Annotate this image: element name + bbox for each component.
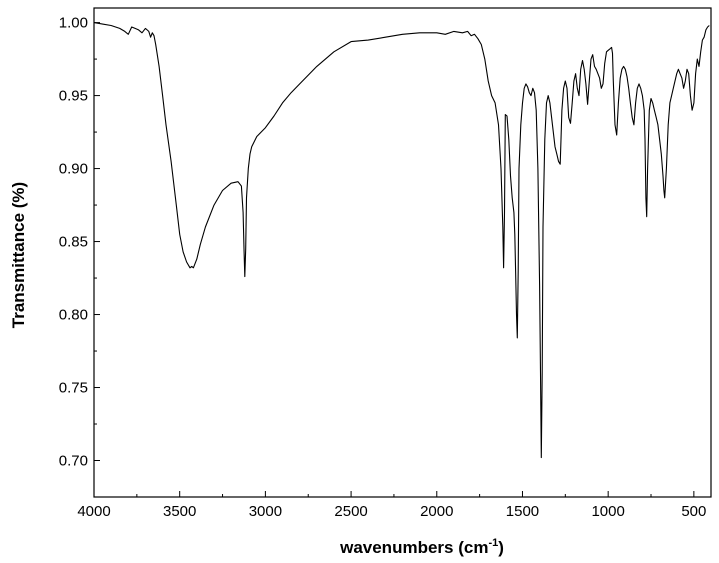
y-tick-label: 0.85: [59, 234, 88, 251]
x-tick-label: 1500: [506, 503, 539, 520]
y-tick-label: 1.00: [59, 15, 88, 32]
y-axis-title: Transmittance (%): [9, 182, 28, 328]
x-tick-label: 3000: [249, 503, 282, 520]
plot-frame: [93, 7, 712, 498]
x-axis-title-superscript: -1: [488, 537, 498, 549]
x-tick-label: 4000: [77, 503, 110, 520]
spectrum-line: [93, 22, 710, 459]
series-group: [93, 22, 710, 459]
x-axis-title: wavenumbers (cm-1): [339, 537, 504, 557]
y-tick-label: 0.75: [59, 380, 88, 397]
y-tick-label: 0.90: [59, 161, 88, 178]
y-axis: 0.70 0.75 0.80 0.85 0.90 0.95 1.00: [59, 15, 100, 498]
x-tick-label: 500: [681, 503, 706, 520]
x-axis: 4000 3500 3000 2500 2000 1500 1000 500: [77, 491, 706, 520]
y-tick-label: 0.80: [59, 307, 88, 324]
x-tick-label: 2500: [334, 503, 367, 520]
x-axis-title-end: ): [498, 538, 504, 557]
x-tick-label: 1000: [591, 503, 624, 520]
x-tick-label: 2000: [420, 503, 453, 520]
plot-frame-border: [93, 7, 712, 498]
y-tick-label: 0.95: [59, 88, 88, 105]
y-tick-label: 0.70: [59, 453, 88, 470]
x-tick-label: 3500: [163, 503, 196, 520]
x-axis-title-main: wavenumbers (cm: [339, 538, 488, 557]
